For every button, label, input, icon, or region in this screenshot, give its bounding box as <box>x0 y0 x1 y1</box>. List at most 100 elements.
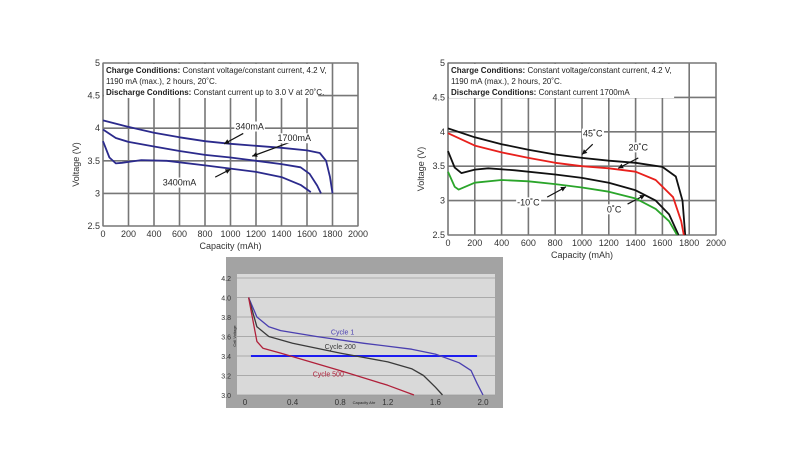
x-tick-label: 200 <box>467 238 482 248</box>
label-background <box>276 133 313 144</box>
series-line-3 <box>447 171 678 236</box>
x-tick-label: 800 <box>548 238 563 248</box>
y-tick-label: 3.5 <box>432 161 445 171</box>
y-tick-label: 2.5 <box>87 221 100 231</box>
y-axis-label: Cell Voltage <box>232 325 237 347</box>
series-label: 0˚C <box>607 204 622 214</box>
x-tick-label: 2000 <box>348 229 368 239</box>
x-tick-label: 400 <box>494 238 509 248</box>
y-tick-label: 4.0 <box>221 296 231 303</box>
conditions-box <box>104 64 319 98</box>
x-tick-label: 400 <box>146 229 161 239</box>
charge-label: Charge Conditions: <box>451 66 525 75</box>
y-axis-label: Voltage (V) <box>416 147 426 192</box>
y-tick-label: 3.8 <box>221 315 231 322</box>
label-background <box>161 177 198 188</box>
arrowhead <box>639 195 645 200</box>
x-tick-label: 1800 <box>679 238 699 248</box>
y-axis-label: Voltage (V) <box>71 142 81 187</box>
y-tick-label: 3.4 <box>221 354 231 361</box>
x-tick-label: 1400 <box>271 229 291 239</box>
series-line-1 <box>247 297 443 396</box>
x-tick-label: 2.0 <box>477 398 489 407</box>
y-tick-label: 3.5 <box>87 156 100 166</box>
x-tick-label: 1400 <box>626 238 646 248</box>
discharge-text: Constant current up to 3.0 V at 20˚C. <box>191 88 324 97</box>
charge-text: Constant voltage/constant current, 4.2 V… <box>525 66 671 75</box>
chart-discharge-rate: 2.5 3 3.5 4 4.5 5 0 200 400 600 800 1000 1200 1400 160… <box>71 58 368 251</box>
x-axis-label: Capacity (mAh) <box>551 250 613 260</box>
series-label: -10˚C <box>517 197 540 207</box>
x-tick-label: 0 <box>445 238 450 248</box>
charge-text-2: 1190 mA (max.), 2 hours, 20˚C. <box>451 77 562 86</box>
x-tick-label: 1200 <box>246 229 266 239</box>
y-tick-label: 5 <box>440 58 445 68</box>
arrowhead <box>560 186 566 192</box>
series-label: 340mA <box>235 122 264 132</box>
charge-conditions: Charge Conditions: Constant voltage/cons… <box>451 66 672 75</box>
x-tick-label: 200 <box>121 229 136 239</box>
series-line-0 <box>447 127 687 236</box>
charge-label: Charge Conditions: <box>106 66 180 75</box>
y-tick-label: 2.5 <box>432 230 445 240</box>
annotation-arrow <box>251 141 290 157</box>
label-background <box>627 142 650 153</box>
series-label: 3400mA <box>163 178 197 188</box>
arrowhead <box>224 169 231 174</box>
arrowhead <box>252 152 258 157</box>
chart-cycle-life: 3.0 3.2 3.4 3.6 3.8 4.0 4.2 0 0.4 0.8 1.2 1.6 2.0 Cap… <box>221 257 503 408</box>
series-label: Cycle 500 <box>313 371 344 378</box>
discharge-label: Discharge Conditions: <box>451 88 536 97</box>
arrowhead <box>224 139 230 144</box>
x-tick-label: 1600 <box>652 238 672 248</box>
discharge-label: Discharge Conditions: <box>106 88 191 97</box>
x-axis-label: Capacity Ahr <box>353 400 376 405</box>
x-tick-label: 600 <box>172 229 187 239</box>
x-tick-label: 1800 <box>322 229 342 239</box>
series-label: Cycle 1 <box>331 330 354 337</box>
series-label: 45˚C <box>583 129 603 139</box>
series-label: 20˚C <box>629 142 649 152</box>
series-line-1 <box>102 128 322 194</box>
y-tick-label: 3 <box>95 188 100 198</box>
x-tick-label: 1000 <box>572 238 592 248</box>
x-axis-label: Capacity (mAh) <box>199 241 261 251</box>
y-tick-label: 4 <box>95 123 100 133</box>
y-tick-label: 4 <box>440 127 445 137</box>
label-background <box>516 197 542 208</box>
x-tick-label: 0 <box>243 398 248 407</box>
x-tick-label: 800 <box>197 229 212 239</box>
y-tick-label: 3 <box>440 196 445 206</box>
y-tick-label: 4.2 <box>221 276 231 283</box>
y-tick-label: 3.0 <box>221 393 231 400</box>
x-tick-label: 0.4 <box>287 398 299 407</box>
label-background <box>605 204 623 215</box>
x-tick-label: 1.2 <box>382 398 394 407</box>
charge-text-2: 1190 mA (max.), 2 hours, 20˚C. <box>106 77 217 86</box>
y-tick-label: 5 <box>95 58 100 68</box>
charge-conditions: Charge Conditions: Constant voltage/cons… <box>106 66 327 75</box>
series-line-2 <box>447 150 680 236</box>
x-tick-label: 600 <box>521 238 536 248</box>
series-line-1 <box>447 132 685 236</box>
x-tick-label: 1200 <box>599 238 619 248</box>
discharge-conditions: Discharge Conditions: Constant current u… <box>106 88 324 97</box>
discharge-text: Constant current 1700mA <box>536 88 630 97</box>
x-tick-label: 1600 <box>297 229 317 239</box>
chart-discharge-temperature: 2.5 3 3.5 4 4.5 5 0 200 400 600 800 1000 1200 1400 160… <box>416 58 726 260</box>
y-tick-label: 4.5 <box>87 91 100 101</box>
charge-text: Constant voltage/constant current, 4.2 V… <box>180 66 326 75</box>
x-tick-label: 1.6 <box>430 398 442 407</box>
label-background <box>581 128 604 139</box>
x-tick-label: 0 <box>100 229 105 239</box>
x-tick-label: 0.8 <box>335 398 347 407</box>
y-tick-label: 3.2 <box>221 374 231 381</box>
series-line-2 <box>247 297 415 396</box>
arrowhead <box>618 163 624 169</box>
series-label: 1700mA <box>277 133 311 143</box>
arrowhead <box>582 149 588 155</box>
series-line-0 <box>248 297 484 396</box>
series-line-0 <box>102 119 334 194</box>
conditions-box <box>449 64 675 98</box>
